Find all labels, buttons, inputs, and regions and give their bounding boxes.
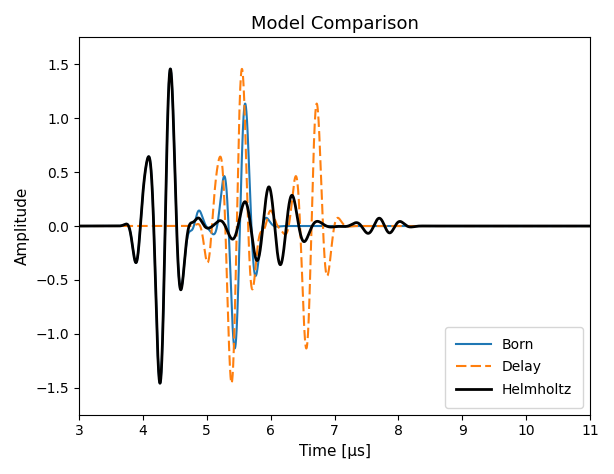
Delay bbox=[586, 223, 594, 229]
Born bbox=[559, 223, 567, 229]
Delay bbox=[559, 223, 567, 229]
Helmholtz bbox=[559, 223, 567, 229]
Helmholtz bbox=[157, 380, 164, 386]
Born bbox=[166, 66, 174, 72]
Title: Model Comparison: Model Comparison bbox=[251, 15, 419, 33]
Line: Born: Born bbox=[79, 69, 590, 383]
Born bbox=[76, 223, 83, 229]
Helmholtz bbox=[76, 223, 83, 229]
Helmholtz bbox=[106, 223, 113, 229]
Helmholtz bbox=[96, 223, 104, 229]
X-axis label: Time [μs]: Time [μs] bbox=[298, 444, 370, 459]
Helmholtz bbox=[166, 66, 174, 72]
Legend: Born, Delay, Helmholtz: Born, Delay, Helmholtz bbox=[445, 327, 583, 408]
Line: Helmholtz: Helmholtz bbox=[79, 69, 590, 383]
Born bbox=[96, 223, 104, 229]
Line: Delay: Delay bbox=[79, 69, 590, 383]
Delay bbox=[77, 223, 85, 229]
Y-axis label: Amplitude: Amplitude bbox=[15, 187, 30, 265]
Delay bbox=[228, 380, 235, 386]
Helmholtz bbox=[586, 223, 594, 229]
Helmholtz bbox=[325, 224, 333, 230]
Delay bbox=[176, 223, 183, 229]
Born bbox=[176, 278, 183, 284]
Delay bbox=[238, 66, 246, 72]
Delay bbox=[325, 266, 333, 272]
Born bbox=[157, 380, 164, 386]
Helmholtz bbox=[77, 223, 85, 229]
Delay bbox=[76, 223, 83, 229]
Delay bbox=[96, 223, 104, 229]
Delay bbox=[106, 223, 113, 229]
Born bbox=[106, 223, 113, 229]
Born bbox=[586, 223, 594, 229]
Born bbox=[325, 223, 333, 229]
Helmholtz bbox=[176, 278, 183, 284]
Born bbox=[77, 223, 85, 229]
